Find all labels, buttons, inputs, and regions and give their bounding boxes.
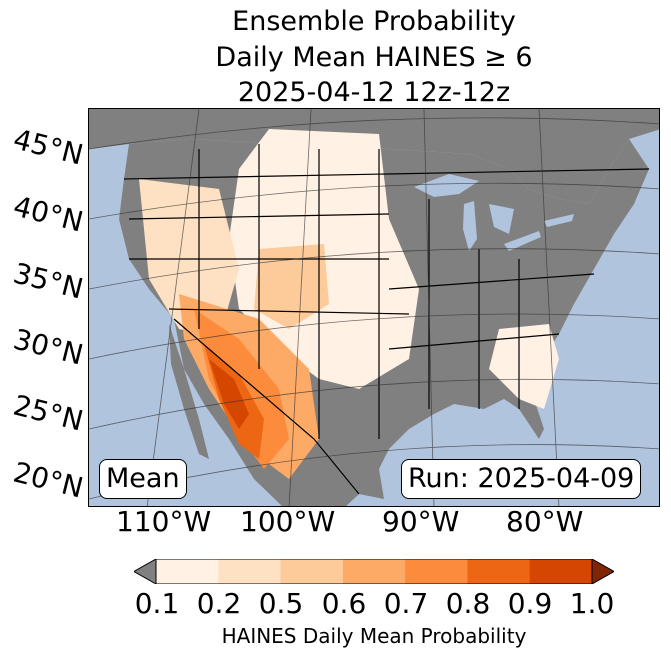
land-canada: [89, 109, 659, 204]
colorbar-tick-5: 0.8: [445, 587, 491, 620]
colorbar-tick-1: 0.2: [196, 587, 242, 620]
prob-area-peak: [209, 359, 249, 429]
prob-area-colorado: [254, 244, 329, 329]
title-line-3: 2025-04-12 12z-12z: [237, 77, 511, 108]
colorbar-frame: [155, 559, 593, 584]
colorbar-tick-0: 0.1: [134, 587, 180, 620]
lon-label-90: 90°W: [382, 505, 460, 538]
lat-label-40: 40°N: [10, 189, 87, 239]
probability-map: Mean Run: 2025-04-09: [88, 108, 660, 507]
map-svg: [89, 109, 659, 506]
colorbar-label: HAINES Daily Mean Probability: [221, 624, 527, 648]
colorbar-bins: [156, 559, 593, 584]
colorbar-bin-3: [342, 559, 406, 584]
lat-label-35: 35°N: [10, 256, 87, 306]
colorbar-tick-6: 0.9: [507, 587, 553, 620]
colorbar-bin-6: [529, 559, 593, 584]
lat-label-30: 30°N: [10, 322, 87, 372]
colorbar-bin-5: [467, 559, 531, 584]
colorbar: [134, 559, 614, 584]
lake-huron: [489, 204, 514, 234]
lon-label-110: 110°W: [116, 505, 212, 538]
colorbar-tick-7: 1.0: [569, 587, 615, 620]
colorbar-tick-2: 0.5: [258, 587, 304, 620]
lat-label-25: 25°N: [10, 388, 87, 438]
lat-label-20: 20°N: [10, 455, 87, 505]
lat-label-45: 45°N: [10, 122, 87, 172]
run-label: Run: 2025-04-09: [401, 459, 642, 499]
colorbar-over-arrow: [591, 559, 614, 584]
title-line-1: Ensemble Probability: [232, 6, 516, 37]
colorbar-tick-4: 0.7: [383, 587, 429, 620]
colorbar-bin-2: [280, 559, 344, 584]
colorbar-bin-4: [405, 559, 468, 584]
graticule: [89, 109, 659, 506]
title-line-2: Daily Mean HAINES ≥ 6: [215, 42, 533, 73]
land-baja: [169, 324, 209, 459]
colorbar-under-arrow: [134, 559, 157, 584]
colorbar-tick-3: 0.6: [321, 587, 367, 620]
lake-erie: [504, 231, 541, 251]
lon-label-80: 80°W: [506, 505, 584, 538]
lake-ontario: [544, 214, 574, 227]
colorbar-bin-0: [156, 559, 219, 584]
mean-label: Mean: [99, 459, 187, 499]
colorbar-bin-1: [218, 559, 282, 584]
lake-superior: [414, 174, 479, 197]
prob-area-southeast: [489, 324, 559, 409]
lake-michigan: [463, 201, 477, 251]
lon-label-100: 100°W: [240, 505, 336, 538]
